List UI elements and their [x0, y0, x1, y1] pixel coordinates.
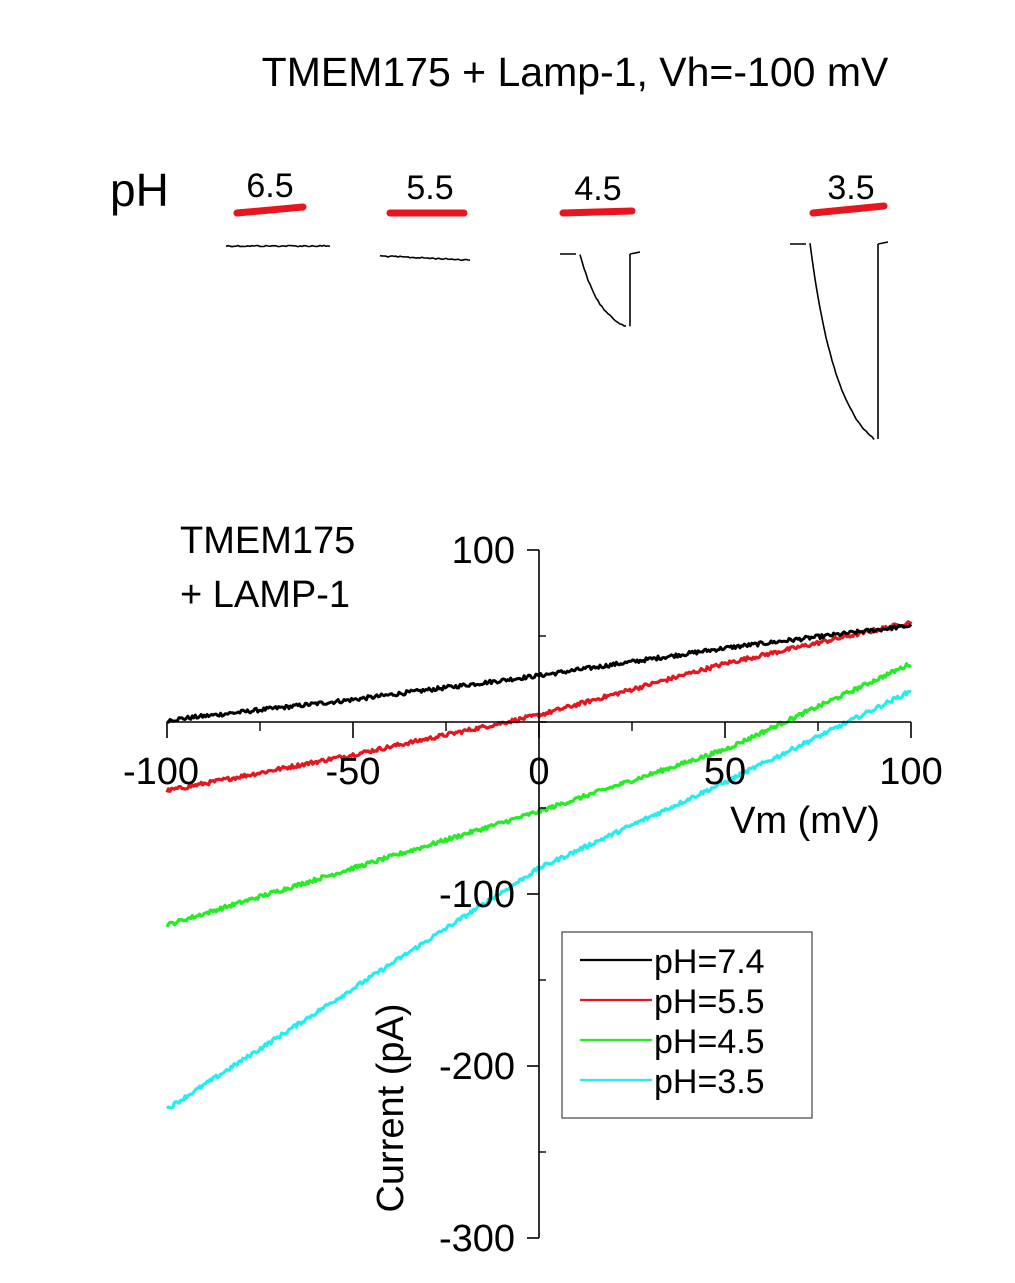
ph-prefix: pH	[110, 164, 169, 216]
application-bar	[809, 202, 888, 217]
legend-label: pH=7.4	[654, 943, 765, 981]
x-axis-label: Vm (mV)	[730, 800, 880, 842]
legend-label: pH=5.5	[654, 983, 765, 1021]
legend-box	[561, 931, 813, 1119]
x-tick-label: -100	[123, 751, 199, 793]
legend-label: pH=3.5	[654, 1063, 765, 1101]
y-tick-label: -100	[439, 874, 515, 916]
ph-label: 5.5	[406, 169, 453, 207]
x-tick-label: -50	[326, 751, 381, 793]
application-1: 6.5	[225, 167, 331, 248]
legend-item: pH=5.5	[580, 983, 765, 1021]
ph-label: 3.5	[827, 169, 874, 207]
ph-label: 4.5	[574, 170, 621, 208]
x-tick-label: 50	[704, 751, 746, 793]
ph-label: 6.5	[246, 167, 293, 205]
legend-item: pH=3.5	[580, 1063, 765, 1101]
application-4: 3.5	[790, 169, 889, 441]
annotation-line-1: TMEM175	[180, 520, 355, 562]
current-trace	[225, 244, 331, 248]
legend-label: pH=4.5	[654, 1023, 765, 1061]
y-tick-label: -200	[439, 1046, 515, 1088]
legend-items: pH=7.4pH=5.5pH=4.5pH=3.5	[580, 943, 765, 1101]
iv-plot: -100 -50 0 50 100 100 -100 -200 -300 Vm (mV) Cur…	[123, 530, 943, 1260]
legend-item: pH=4.5	[580, 1023, 765, 1061]
current-trace	[560, 251, 641, 327]
legend: pH=7.4pH=5.5pH=4.5pH=3.5	[561, 931, 813, 1119]
y-tick-label: -300	[439, 1218, 515, 1260]
application-3: 4.5	[559, 170, 641, 327]
annotation-line-2: + LAMP-1	[180, 574, 350, 616]
legend-item: pH=7.4	[580, 943, 765, 981]
application-bar	[233, 203, 307, 217]
y-axis-label: Current (pA)	[370, 1003, 412, 1212]
x-tick-label: 100	[879, 751, 942, 793]
tick-layer: -100 -50 0 50 100 100 -100 -200 -300	[123, 530, 943, 1260]
application-2: 5.5	[379, 169, 471, 262]
current-trace	[790, 241, 889, 441]
x-tick-label: 0	[528, 751, 549, 793]
application-bar	[559, 207, 636, 217]
ph-traces-panel: pH 6.5 5.5 4.5 3.5	[110, 164, 889, 441]
figure-title: TMEM175 + Lamp-1, Vh=-100 mV	[262, 49, 889, 95]
y-tick-label: 100	[452, 530, 515, 572]
chart-annotation: TMEM175 + LAMP-1	[180, 520, 355, 616]
current-trace	[379, 254, 471, 262]
